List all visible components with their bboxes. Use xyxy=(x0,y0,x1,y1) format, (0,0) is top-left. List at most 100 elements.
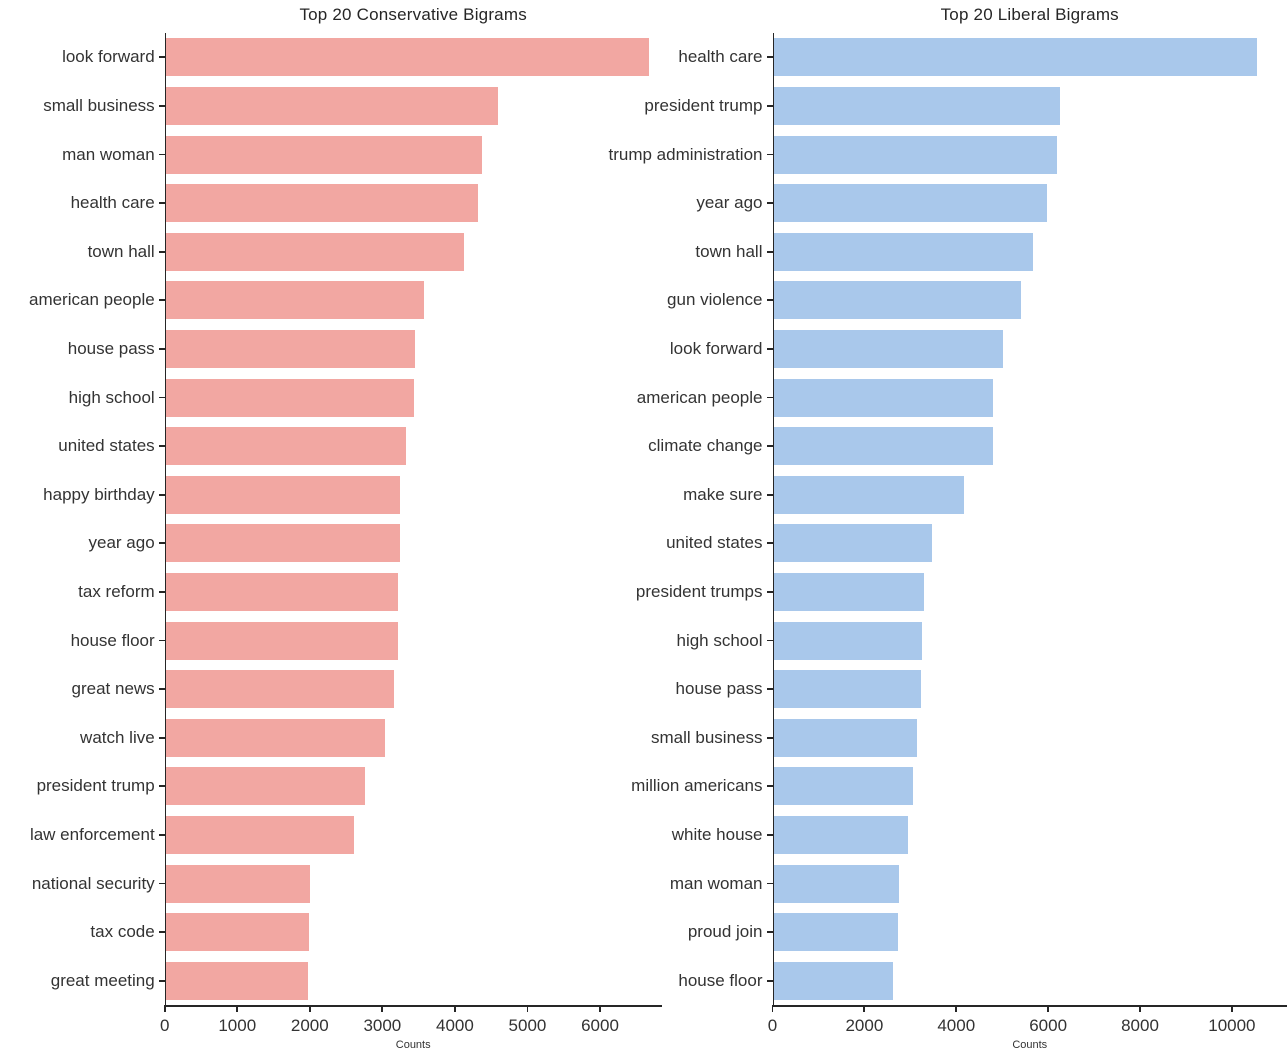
x-tick-label: 6000 xyxy=(1029,1016,1068,1035)
x-tick-mark xyxy=(454,1005,456,1012)
y-axis-label: town hall xyxy=(695,241,763,261)
y-tick-mark xyxy=(766,882,773,885)
bar xyxy=(164,767,365,806)
y-tick-mark xyxy=(158,250,165,253)
y-tick-mark xyxy=(158,688,165,690)
y-tick-mark xyxy=(158,348,165,350)
y-tick-mark xyxy=(766,785,773,788)
y-tick-mark xyxy=(766,834,773,836)
bar xyxy=(772,718,918,757)
y-tick-mark xyxy=(766,736,773,739)
y-axis-label: american people xyxy=(636,387,763,407)
y-axis-label: house floor xyxy=(678,970,763,990)
y-axis-label: make sure xyxy=(683,484,763,504)
y-tick-mark xyxy=(158,591,165,593)
y-tick-mark xyxy=(766,542,773,545)
y-tick-mark xyxy=(158,105,165,107)
y-tick-mark xyxy=(158,299,165,302)
y-tick-mark xyxy=(766,979,773,982)
y-tick-mark xyxy=(766,56,773,59)
y-tick-mark xyxy=(158,785,165,788)
bar xyxy=(164,864,310,903)
y-axis-label: house pass xyxy=(67,338,155,358)
x-axis-title: Counts xyxy=(1012,1039,1048,1051)
bar xyxy=(164,524,400,563)
bar xyxy=(164,475,401,514)
bar xyxy=(772,572,924,611)
x-tick-label: 1000 xyxy=(218,1016,257,1035)
y-tick-mark xyxy=(766,591,773,593)
x-tick-mark xyxy=(771,1005,774,1012)
y-axis-label: small business xyxy=(43,95,155,115)
x-tick-label: 4000 xyxy=(435,1016,474,1035)
x-tick-mark xyxy=(381,1005,384,1012)
y-axis-label: gun violence xyxy=(667,290,763,310)
x-tick-label: 0 xyxy=(767,1016,778,1035)
y-axis-label: year ago xyxy=(88,533,155,553)
bar xyxy=(164,815,355,854)
y-tick-mark xyxy=(766,688,773,690)
y-tick-mark xyxy=(158,153,165,156)
chart-title: Top 20 Conservative Bigrams xyxy=(299,5,527,24)
bar xyxy=(164,718,385,757)
x-axis-spine xyxy=(164,1005,662,1007)
y-tick-mark xyxy=(766,931,773,933)
bar xyxy=(164,184,479,223)
y-axis-label: high school xyxy=(68,387,155,407)
y-axis-label: look forward xyxy=(62,47,155,67)
chart-title: Top 20 Liberal Bigrams xyxy=(940,5,1119,24)
bar xyxy=(772,524,933,563)
y-tick-mark xyxy=(158,56,165,59)
bar xyxy=(772,864,900,903)
x-tick-mark xyxy=(1047,1005,1050,1012)
y-tick-mark xyxy=(766,348,773,350)
y-tick-mark xyxy=(766,202,773,204)
y-axis-label: national security xyxy=(31,873,155,893)
y-axis-label: president trumps xyxy=(635,581,763,601)
bar xyxy=(772,329,1003,368)
y-axis-label: tax reform xyxy=(78,581,155,601)
y-tick-mark xyxy=(158,542,165,545)
y-axis-label: great meeting xyxy=(50,970,155,990)
bar xyxy=(164,378,415,417)
x-axis-title: Counts xyxy=(395,1039,431,1051)
bar xyxy=(772,281,1021,320)
x-tick-label: 6000 xyxy=(581,1016,619,1035)
y-tick-mark xyxy=(158,445,165,447)
bar xyxy=(772,767,914,806)
x-tick-label: 3000 xyxy=(363,1016,402,1035)
y-axis-label: year ago xyxy=(696,193,763,213)
y-tick-mark xyxy=(158,202,165,204)
y-tick-mark xyxy=(158,396,165,399)
y-tick-mark xyxy=(766,396,773,399)
bar xyxy=(772,232,1033,271)
y-axis-label: man woman xyxy=(669,873,763,893)
bar xyxy=(164,427,407,466)
y-axis-label: united states xyxy=(666,533,763,553)
bar xyxy=(772,961,894,1000)
bar xyxy=(164,621,398,660)
y-axis-label: watch live xyxy=(80,727,155,747)
x-axis-spine xyxy=(772,1005,1287,1007)
y-tick-mark xyxy=(766,639,773,642)
y-axis-spine xyxy=(164,33,167,1007)
y-axis-label: small business xyxy=(651,727,763,747)
x-tick-label: 5000 xyxy=(508,1016,547,1035)
bar xyxy=(772,475,965,514)
y-axis-label: health care xyxy=(70,193,155,213)
bar xyxy=(772,621,922,660)
y-axis-label: health care xyxy=(678,47,763,67)
y-tick-mark xyxy=(158,834,165,836)
y-tick-mark xyxy=(766,493,773,496)
y-tick-mark xyxy=(158,493,165,496)
x-tick-label: 8000 xyxy=(1121,1016,1159,1035)
y-axis-label: million americans xyxy=(631,776,763,796)
bar xyxy=(772,670,922,709)
y-tick-mark xyxy=(766,250,773,253)
x-tick-mark xyxy=(308,1005,311,1012)
y-axis-label: house pass xyxy=(675,679,763,699)
y-axis-label: trump administration xyxy=(608,144,763,164)
y-tick-mark xyxy=(158,882,165,885)
x-tick-label: 2000 xyxy=(290,1016,329,1035)
